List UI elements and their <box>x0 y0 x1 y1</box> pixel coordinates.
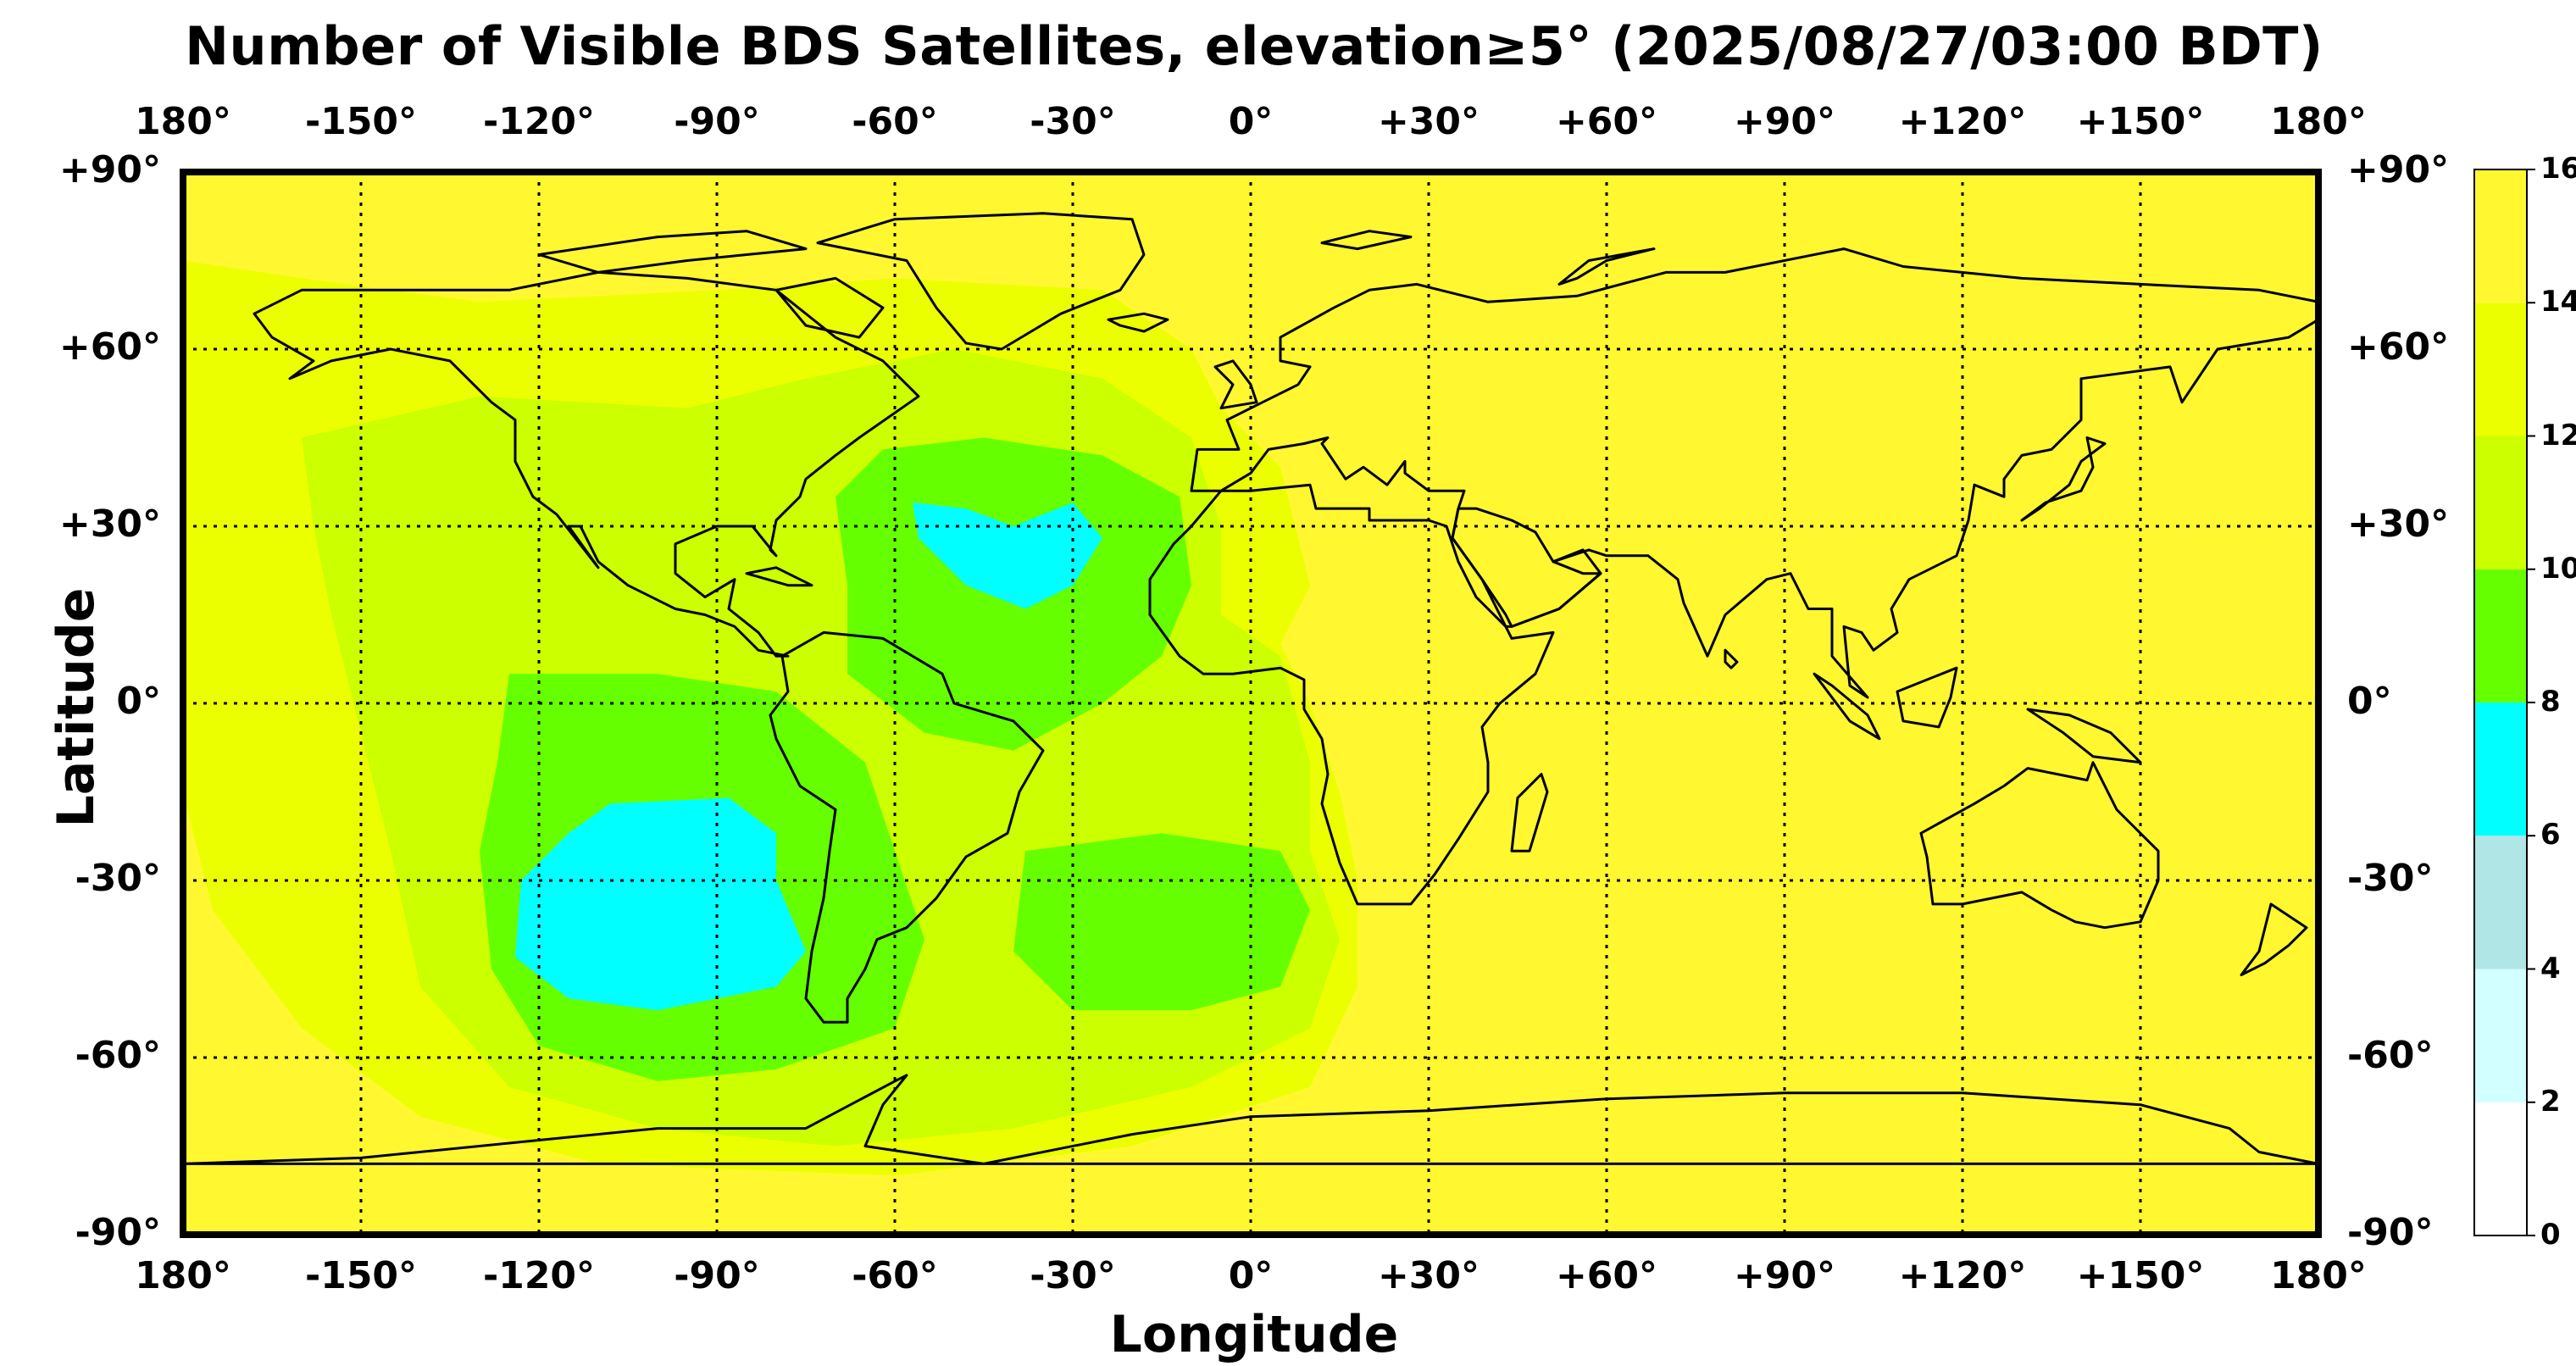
colorbar-segment <box>2474 436 2527 569</box>
lat-tick-left: -30° <box>75 857 162 900</box>
lon-tick-top: -90° <box>674 100 760 143</box>
lon-tick-bottom: +150° <box>2076 1254 2205 1297</box>
lon-tick-top: -30° <box>1030 100 1116 143</box>
lat-tick-left: -90° <box>75 1211 162 1254</box>
coastline-svalbard <box>1320 230 1413 251</box>
coastline-africa <box>1148 483 1555 906</box>
coastline-eurasia <box>1190 247 2318 699</box>
coastline-greenland <box>816 212 1146 351</box>
lat-tick-left: +90° <box>58 148 161 192</box>
lat-tick-right: -30° <box>2347 857 2434 900</box>
lon-tick-top: +120° <box>1898 100 2027 143</box>
lon-tick-top: +30° <box>1377 100 1480 143</box>
lon-tick-top: -60° <box>852 100 938 143</box>
coastline-arctic-islands <box>537 230 808 274</box>
colorbar-tick-label: 12 <box>2540 418 2576 453</box>
lon-tick-bottom: +120° <box>1898 1254 2027 1297</box>
coastline-borneo <box>1896 666 1958 729</box>
lat-tick-right: -60° <box>2347 1034 2434 1077</box>
coastline-cuba <box>745 566 813 587</box>
graticule-grid <box>183 172 2318 1235</box>
colorbar-tick-label: 4 <box>2540 951 2561 986</box>
lat-tick-right: 0° <box>2347 680 2392 723</box>
plot-frame <box>180 169 2322 1238</box>
x-axis-label: Longitude <box>1109 1305 1399 1364</box>
lon-tick-top: 180° <box>135 100 231 143</box>
lat-tick-right: -90° <box>2347 1211 2434 1254</box>
coastline-baffin <box>774 276 885 339</box>
coastline-uk <box>1213 359 1258 410</box>
colorbar-segment <box>2474 702 2527 836</box>
coastlines <box>183 212 2318 1165</box>
lon-tick-top: +150° <box>2076 100 2205 143</box>
coastline-arabia-gap <box>1451 507 1602 628</box>
lon-tick-bottom: 180° <box>135 1254 231 1297</box>
lat-tick-left: 0° <box>116 680 161 723</box>
lon-tick-top: -120° <box>482 100 596 143</box>
colorbar-segment <box>2474 969 2527 1102</box>
lat-tick-right: +30° <box>2347 503 2450 546</box>
lon-tick-bottom: -90° <box>674 1254 760 1297</box>
colorbar <box>2473 169 2535 1236</box>
region-value-8-4 <box>1013 833 1310 1011</box>
coastline-north-america <box>253 270 920 658</box>
colorbar-tick-label: 2 <box>2540 1084 2561 1119</box>
colorbar-tick-label: 0 <box>2540 1218 2561 1252</box>
lon-tick-top: 180° <box>2270 100 2367 143</box>
lon-tick-bottom: +30° <box>1377 1254 1480 1297</box>
region-value-6-5 <box>515 797 806 1011</box>
coastline-sumatra <box>1813 672 1881 741</box>
colorbar-tick-label: 14 <box>2540 285 2576 319</box>
lon-tick-bottom: +90° <box>1733 1254 1836 1297</box>
lat-tick-right: +60° <box>2347 325 2450 369</box>
y-axis-label: Latitude <box>47 587 106 828</box>
lon-tick-bottom: -30° <box>1030 1254 1116 1297</box>
lon-tick-top: +60° <box>1555 100 1658 143</box>
coastline-new-zealand <box>2240 902 2308 976</box>
region-value-6-6 <box>913 503 1102 609</box>
colorbar-segment <box>2474 569 2527 702</box>
lon-tick-bottom: 0° <box>1228 1254 1274 1297</box>
coastline-sri-lanka <box>1724 648 1739 669</box>
lon-tick-bottom: -60° <box>852 1254 938 1297</box>
lon-tick-bottom: -120° <box>482 1254 596 1297</box>
lat-tick-left: -60° <box>75 1034 162 1077</box>
coastline-madagascar <box>1510 773 1549 852</box>
colorbar-segment <box>2474 169 2527 303</box>
colorbar-tick-label: 10 <box>2540 551 2576 586</box>
coastline-iceland <box>1107 312 1169 333</box>
lon-tick-top: 0° <box>1228 100 1274 143</box>
lon-tick-bottom: +60° <box>1555 1254 1658 1297</box>
coastline-south-america <box>769 630 1045 1024</box>
coastline-japan <box>2020 436 2107 522</box>
lon-tick-bottom: -150° <box>304 1254 418 1297</box>
lat-tick-left: +60° <box>58 325 161 369</box>
lat-tick-left: +30° <box>58 503 161 546</box>
colorbar-tick-label: 8 <box>2540 685 2561 719</box>
colorbar-tick-label: 16 <box>2540 152 2576 186</box>
chart-title: Number of Visible BDS Satellites, elevat… <box>185 15 2323 77</box>
colorbar-segment <box>2474 303 2527 436</box>
lon-tick-bottom: 180° <box>2270 1254 2367 1297</box>
colorbar-segment <box>2474 836 2527 969</box>
lon-tick-top: +90° <box>1733 100 1836 143</box>
lon-tick-top: -150° <box>304 100 418 143</box>
coastline-novaya-zemlya <box>1557 247 1656 286</box>
lat-tick-right: +90° <box>2347 148 2450 192</box>
coastline-antarctica <box>183 1074 2318 1165</box>
colorbar-segment <box>2474 1102 2527 1236</box>
colorbar-tick-label: 6 <box>2540 818 2561 852</box>
